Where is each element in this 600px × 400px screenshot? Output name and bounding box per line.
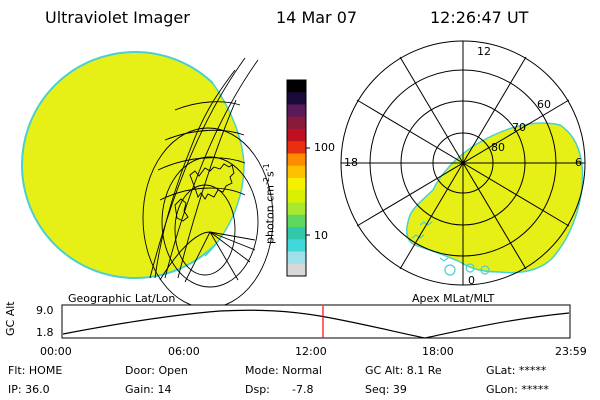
altitude-plot <box>61 304 571 339</box>
flight-status: Flt: HOME <box>8 364 63 377</box>
aurora-fringe <box>411 221 490 276</box>
date-label: 14 Mar 07 <box>276 8 358 27</box>
terminator-edge <box>205 82 260 256</box>
geographic-label: Geographic Lat/Lon <box>68 292 176 305</box>
gc-altitude: GC Alt: 8.1 Re <box>365 364 442 377</box>
ip-value: IP: 36.0 <box>8 383 50 396</box>
colorbar-segment <box>287 178 306 191</box>
altitude-ylabel: GC Alt <box>4 301 17 336</box>
glat-value: GLat: ***** <box>486 364 547 377</box>
sequence-value: Seq: 39 <box>365 383 407 396</box>
hour-label-18: 18 <box>344 156 358 169</box>
color-bar <box>286 79 310 277</box>
altitude-xtick: 18:00 <box>422 345 454 358</box>
glon-value: GLon: ***** <box>486 383 549 396</box>
altitude-frame <box>61 304 571 339</box>
hour-label-12: 12 <box>477 45 491 58</box>
altitude-ytick-top: 9.0 <box>36 304 54 317</box>
colorbar-segment <box>287 80 306 93</box>
dsp-value: -7.8 <box>292 383 314 396</box>
colorbar-segment <box>287 263 306 277</box>
colorbar-border <box>286 79 307 277</box>
colorbar-segment <box>287 116 306 130</box>
aurora-region <box>405 122 584 274</box>
colorbar-tick-10: 10 <box>314 229 328 242</box>
colorbar-segment <box>287 153 306 167</box>
colorbar-segment <box>287 129 306 142</box>
geographic-globe <box>21 51 274 309</box>
colorbar-segment <box>287 104 306 118</box>
lat-label-60: 60 <box>537 98 551 111</box>
colorbar-segment <box>287 227 306 240</box>
lat-label-80: 80 <box>491 141 505 154</box>
colorbar-segment <box>287 92 306 105</box>
colorbar-segment <box>287 165 306 179</box>
colorbar-segment <box>287 239 306 252</box>
colorbar-segment <box>287 214 306 228</box>
door-status: Door: Open <box>125 364 188 377</box>
altitude-ytick-bottom: 1.8 <box>36 326 54 339</box>
hour-label-0: 0 <box>468 274 475 287</box>
dsp-label: Dsp: <box>245 383 270 396</box>
colorbar-segment <box>287 141 306 154</box>
polar-plot <box>340 40 586 286</box>
altitude-xtick: 12:00 <box>295 345 327 358</box>
colorbar-tick-100: 100 <box>314 141 335 154</box>
altitude-xtick: 23:59 <box>555 345 587 358</box>
colorbar-unit-label: photon cm-2s-1 <box>262 163 277 244</box>
colorbar-segment <box>287 202 306 216</box>
colorbar-segment <box>287 190 306 203</box>
hour-label-6: 6 <box>575 156 582 169</box>
mode-status: Mode: Normal <box>245 364 322 377</box>
instrument-title: Ultraviolet Imager <box>45 8 190 27</box>
time-label: 12:26:47 UT <box>430 8 529 27</box>
altitude-xtick: 06:00 <box>168 345 200 358</box>
apex-label: Apex MLat/MLT <box>412 292 495 305</box>
polar-grid <box>340 40 586 286</box>
lat-label-70: 70 <box>512 121 526 134</box>
altitude-xtick: 00:00 <box>40 345 72 358</box>
gain-value: Gain: 14 <box>125 383 172 396</box>
altitude-curve <box>62 309 570 339</box>
colorbar-segment <box>287 251 306 265</box>
